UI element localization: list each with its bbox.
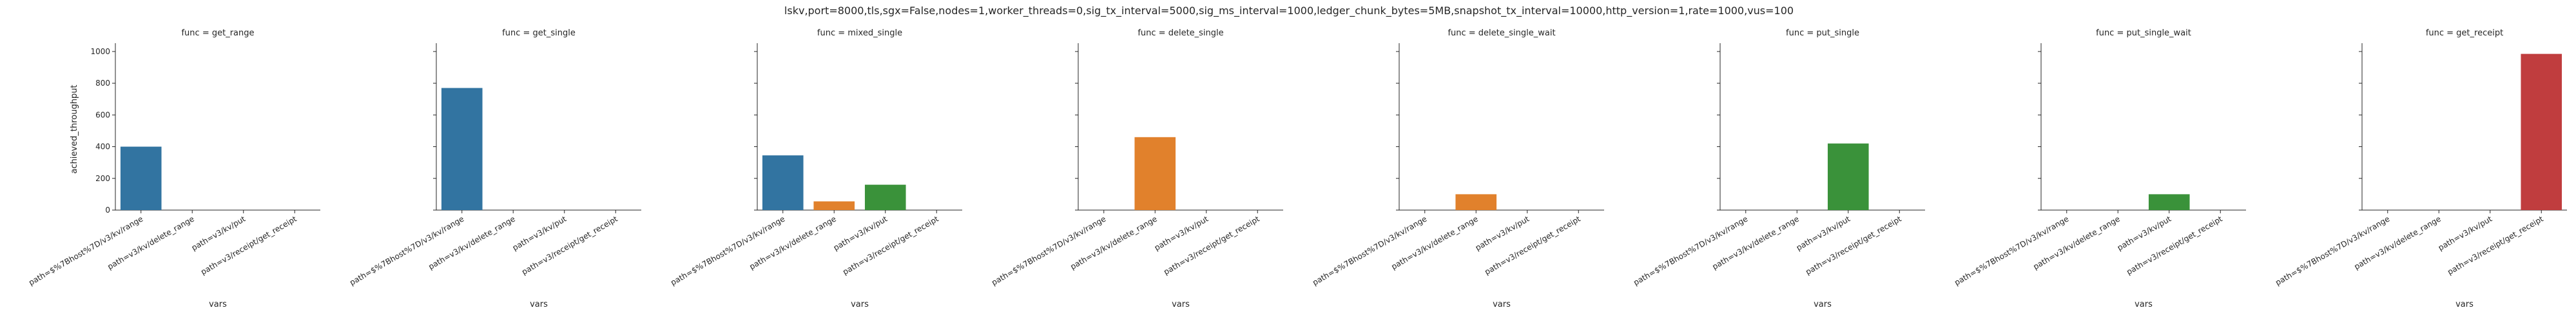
bar	[762, 155, 804, 210]
panel-title: func = delete_single_wait	[1448, 28, 1555, 38]
x-tick-label: path=v3/kv/delete_range	[2031, 214, 2121, 271]
facet-panel: func = delete_singlepath=$%7Bhost%7D/v3/…	[990, 28, 1283, 309]
bar	[1827, 143, 1869, 210]
x-tick-label: path=v3/kv/delete_range	[2352, 214, 2442, 271]
x-tick-label: path=v3/receipt/get_receipt	[199, 214, 298, 276]
figure-title: lskv,port=8000,tls,sgx=False,nodes=1,wor…	[784, 5, 1794, 17]
panel-title: func = get_receipt	[2426, 28, 2503, 38]
panel-title: func = get_range	[181, 28, 254, 38]
y-tick-label: 1000	[90, 47, 110, 56]
x-tick-label: path=v3/receipt/get_receipt	[1162, 214, 1261, 276]
bar	[2148, 194, 2190, 210]
x-axis-label: vars	[530, 300, 548, 309]
bar	[441, 88, 483, 210]
x-tick-label: path=v3/receipt/get_receipt	[520, 214, 619, 276]
x-tick-label: path=v3/kv/delete_range	[106, 214, 195, 271]
panel-title: func = put_single	[1786, 28, 1859, 38]
panel-title: func = put_single_wait	[2096, 28, 2191, 38]
x-axis-label: vars	[851, 300, 869, 309]
x-tick-label: path=v3/receipt/get_receipt	[1483, 214, 1582, 276]
panel-title: func = mixed_single	[817, 28, 902, 38]
x-tick-label: path=v3/kv/delete_range	[1710, 214, 1800, 271]
bar	[120, 146, 162, 210]
bar	[813, 201, 855, 210]
y-tick-label: 400	[95, 142, 110, 151]
x-axis-label: vars	[2455, 300, 2474, 309]
x-tick-label: path=v3/kv/delete_range	[1390, 214, 1479, 271]
panel-title: func = delete_single	[1138, 28, 1223, 38]
facet-panel: func = mixed_singlepath=$%7Bhost%7D/v3/k…	[669, 28, 962, 309]
y-axis-label: achieved_throughput	[70, 84, 79, 173]
facet-panel: func = get_singlepath=$%7Bhost%7D/v3/kv/…	[348, 28, 641, 309]
x-tick-label: path=v3/kv/delete_range	[427, 214, 516, 271]
facet-panel: func = get_range 0 200 400 600 800 1000 achieve…	[27, 28, 320, 309]
bar	[1455, 194, 1497, 210]
x-tick-label: path=v3/receipt/get_receipt	[1804, 214, 1903, 276]
panel-title: func = get_single	[502, 28, 576, 38]
x-axis-label: vars	[2135, 300, 2153, 309]
x-tick-label: path=v3/kv/delete_range	[1069, 214, 1158, 271]
y-tick-label: 600	[95, 110, 110, 119]
facet-panel: func = put_single_waitpath=$%7Bhost%7D/v…	[1953, 28, 2246, 309]
x-axis-label: vars	[1493, 300, 1511, 309]
x-axis-label: vars	[1172, 300, 1190, 309]
bar	[2521, 53, 2562, 210]
x-axis-label: vars	[1814, 300, 1832, 309]
y-tick-label: 200	[95, 174, 110, 183]
x-axis-label: vars	[209, 300, 227, 309]
x-tick-label: path=v3/receipt/get_receipt	[2125, 214, 2224, 276]
facet-panel: func = put_singlepath=$%7Bhost%7D/v3/kv/…	[1632, 28, 1925, 309]
y-tick-label: 0	[105, 206, 110, 215]
y-tick-label: 800	[95, 79, 110, 88]
facet-panel: func = get_receiptpath=$%7Bhost%7D/v3/kv…	[2274, 28, 2567, 309]
bar	[1134, 137, 1176, 210]
facet-panel: func = delete_single_waitpath=$%7Bhost%7…	[1311, 28, 1604, 309]
x-tick-label: path=v3/kv/delete_range	[748, 214, 837, 271]
x-tick-label: path=v3/receipt/get_receipt	[2446, 214, 2545, 276]
facet-panels: func = get_range 0 200 400 600 800 1000 achieve…	[27, 28, 2567, 309]
x-tick-label: path=v3/receipt/get_receipt	[841, 214, 940, 276]
bar	[864, 184, 906, 210]
